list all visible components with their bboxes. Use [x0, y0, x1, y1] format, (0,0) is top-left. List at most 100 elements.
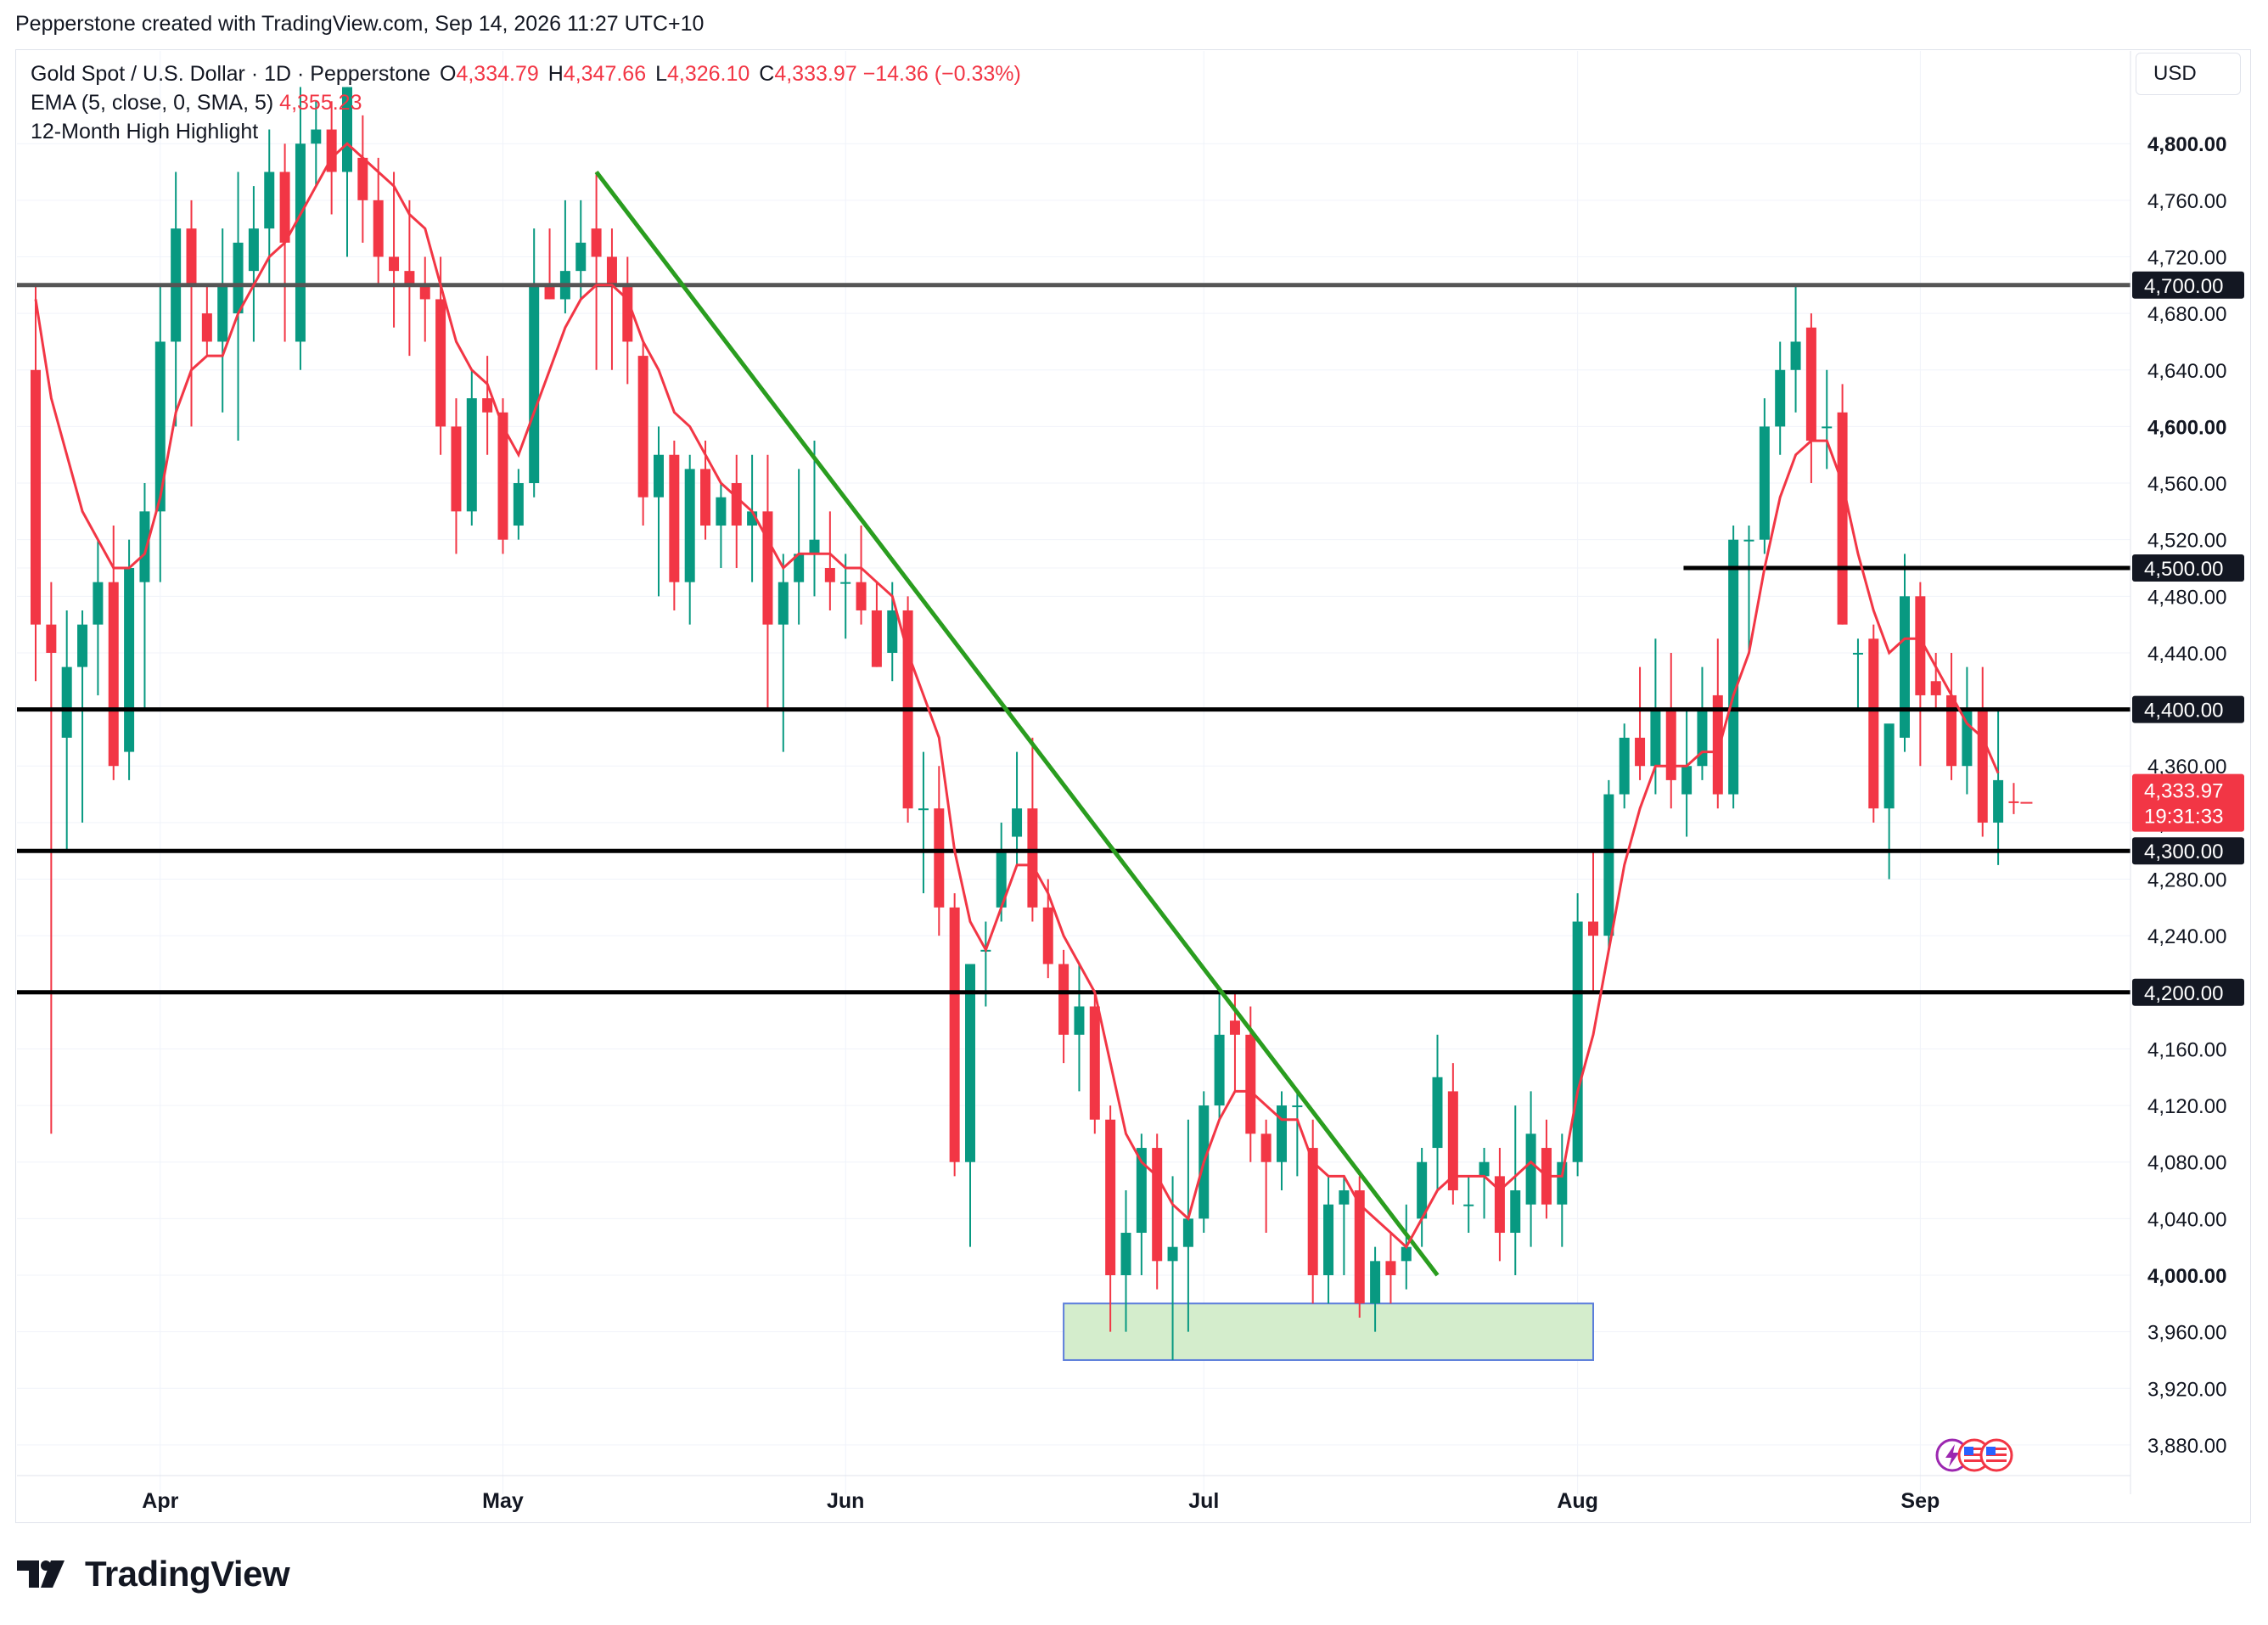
- price-tick-label: 3,880.00: [2147, 1435, 2226, 1458]
- open-value: 4,334.79: [456, 62, 539, 86]
- legend-ohlc-row[interactable]: Gold Spot / U.S. Dollar · 1D · Peppersto…: [31, 59, 1021, 88]
- candle-body: [108, 582, 119, 767]
- level-price-tag: [2132, 978, 2244, 1006]
- event-badges[interactable]: [1934, 1437, 2018, 1474]
- current-price-tag: [2132, 773, 2244, 832]
- candle-body: [622, 284, 633, 342]
- chart-frame: [15, 49, 2251, 1523]
- candle-body: [1837, 412, 1848, 625]
- price-tick-label: 4,240.00: [2147, 925, 2226, 948]
- candle-body: [654, 454, 664, 498]
- candle-body: [1463, 1204, 1474, 1206]
- candle-body: [357, 157, 368, 200]
- level-price-label: 4,300.00: [2144, 841, 2223, 863]
- price-tick-label: 4,000.00: [2147, 1265, 2226, 1288]
- candle-body: [1525, 1133, 1536, 1205]
- open-label: O: [440, 62, 457, 86]
- time-tick-label: Jun: [827, 1489, 864, 1513]
- candle-body: [1120, 1233, 1131, 1275]
- candle-body: [716, 497, 727, 526]
- price-tick-label: 4,720.00: [2147, 246, 2226, 269]
- candle-body: [1681, 766, 1693, 795]
- symbol-name[interactable]: Gold Spot / U.S. Dollar · 1D · Peppersto…: [31, 62, 431, 86]
- candle-body: [1852, 652, 1863, 655]
- candle-body: [700, 469, 711, 526]
- candle-body: [404, 271, 415, 285]
- candle-body: [124, 568, 135, 752]
- candle-body: [2008, 801, 2019, 803]
- candle-body: [1058, 964, 1069, 1035]
- candle-body: [1089, 1006, 1100, 1120]
- candle-body: [1260, 1133, 1272, 1162]
- legend-ema-row[interactable]: EMA (5, close, 0, SMA, 5) 4,355.23: [31, 88, 1021, 117]
- price-tick-label: 4,160.00: [2147, 1038, 2226, 1061]
- candle-body: [1307, 1148, 1318, 1275]
- candle-body: [871, 610, 882, 667]
- candle-body: [1962, 709, 1973, 767]
- ema-label[interactable]: EMA (5, close, 0, SMA, 5): [31, 91, 274, 115]
- candle-body: [1167, 1246, 1178, 1262]
- candle-body: [1152, 1148, 1163, 1262]
- highlight-label[interactable]: 12-Month High Highlight: [31, 120, 259, 143]
- candle-body: [1588, 921, 1598, 936]
- candle-body: [435, 299, 446, 427]
- candle-body: [1993, 779, 2004, 823]
- candle-body: [669, 454, 680, 582]
- price-tick-label: 4,440.00: [2147, 643, 2226, 666]
- candle-body: [1650, 709, 1661, 767]
- candle-body: [1712, 694, 1723, 795]
- candle-body: [1946, 694, 1957, 767]
- level-price-tag: [2132, 695, 2244, 723]
- chart-legend: Gold Spot / U.S. Dollar · 1D · Peppersto…: [31, 59, 1021, 146]
- price-tick-label: 4,280.00: [2147, 869, 2226, 892]
- candle-body: [684, 469, 695, 582]
- candle-body: [1479, 1161, 1490, 1177]
- candle-body: [1603, 794, 1614, 936]
- candle-body: [1494, 1176, 1505, 1234]
- legend-highlight-row[interactable]: 12-Month High Highlight: [31, 117, 1021, 146]
- price-tick-label: 3,960.00: [2147, 1322, 2226, 1345]
- candle-body: [934, 808, 945, 908]
- candle-body: [279, 171, 290, 243]
- candle-body: [373, 200, 384, 257]
- price-tick-label: 4,640.00: [2147, 360, 2226, 383]
- candle-body: [46, 624, 57, 653]
- candle-body: [61, 666, 72, 738]
- candle-body: [1432, 1077, 1443, 1149]
- candle-body: [637, 356, 648, 498]
- candle-body: [93, 582, 104, 625]
- candle-body: [77, 624, 88, 667]
- candle-body: [497, 412, 508, 540]
- level-price-label: 4,200.00: [2144, 982, 2223, 1005]
- candle-body: [1074, 1006, 1085, 1035]
- low-value: 4,326.10: [666, 62, 750, 86]
- candle-body: [217, 284, 228, 342]
- candle-body: [1930, 681, 1941, 695]
- candle-body: [139, 511, 150, 582]
- candle-body: [451, 426, 462, 512]
- candle-body: [1136, 1148, 1147, 1234]
- us-flag-icon[interactable]: [1979, 1438, 2013, 1472]
- high-value: 4,347.66: [563, 62, 647, 86]
- candle-body: [1790, 341, 1801, 370]
- price-tick-label: 4,600.00: [2147, 416, 2226, 439]
- candle-body: [918, 808, 929, 811]
- candle-body: [965, 964, 975, 1162]
- candle-body: [778, 582, 789, 625]
- candle-body: [513, 483, 524, 526]
- price-tick-label: 4,560.00: [2147, 473, 2226, 496]
- ema-line: [34, 142, 2000, 1250]
- currency-button[interactable]: USD: [2136, 53, 2241, 95]
- candle-body: [264, 171, 275, 229]
- price-tick-label: 4,680.00: [2147, 303, 2226, 326]
- time-tick-label: Aug: [1557, 1489, 1598, 1513]
- price-tick-label: 3,920.00: [2147, 1378, 2226, 1401]
- candle-body: [1370, 1261, 1381, 1304]
- candle-body: [591, 228, 602, 257]
- price-tick-label: 4,800.00: [2147, 133, 2226, 156]
- high-label: H: [547, 62, 564, 86]
- brand[interactable]: TradingView: [15, 1554, 290, 1594]
- candle-body: [1385, 1261, 1396, 1275]
- candle-body: [809, 539, 820, 554]
